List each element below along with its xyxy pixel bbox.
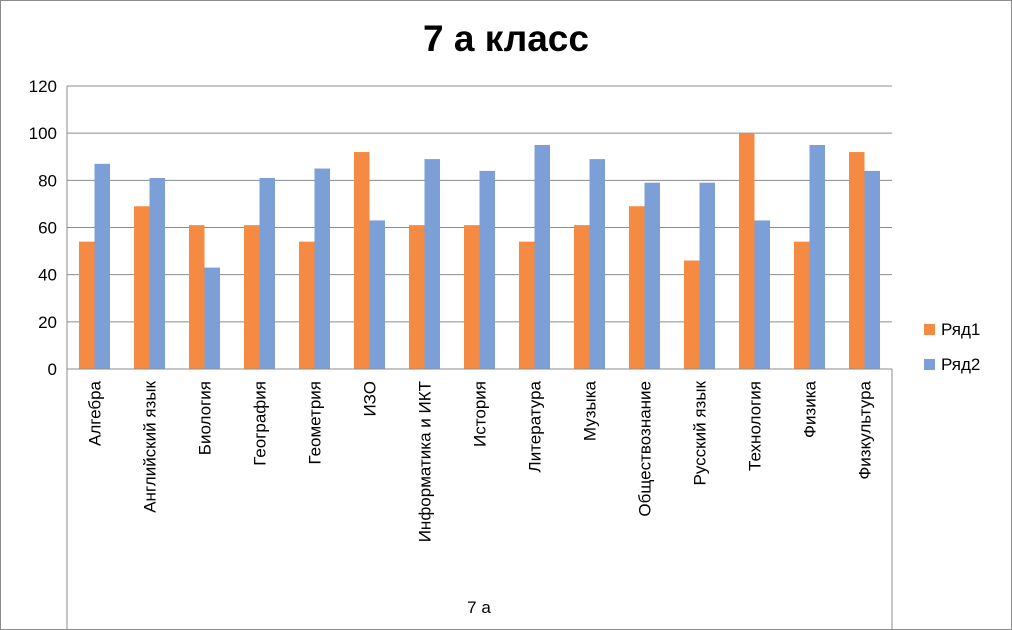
bar-series2 (754, 220, 770, 369)
category-label: Алгебра (86, 380, 105, 446)
category-label: Музыка (581, 380, 600, 441)
bar-series2 (644, 182, 660, 369)
bar-series2 (204, 267, 220, 369)
category-label: Физкультура (856, 380, 875, 479)
bar-series1 (409, 225, 425, 369)
legend-swatch (924, 359, 935, 370)
group-label: 7 а (467, 598, 491, 617)
bar-series1 (79, 241, 95, 369)
bar-series2 (259, 177, 275, 369)
y-tick-label: 80 (38, 171, 57, 190)
bar-series1 (299, 241, 315, 369)
bar-series2 (479, 170, 495, 369)
y-tick-label: 60 (38, 219, 57, 238)
bar-series1 (629, 206, 645, 369)
category-label: Геометрия (306, 381, 325, 465)
legend-swatch (924, 324, 935, 335)
chart-title: 7 а класс (423, 18, 589, 59)
bar-series1 (849, 152, 865, 369)
category-label: Информатика и ИКТ (416, 381, 435, 542)
bars-layer (79, 133, 880, 369)
bar-series1 (244, 225, 260, 369)
y-tick-label: 0 (48, 360, 57, 379)
category-label: География (251, 381, 270, 466)
legend: Ряд1 Ряд2 (924, 320, 980, 374)
category-label: Биология (196, 381, 215, 455)
bar-series1 (684, 260, 700, 369)
bar-series2 (369, 220, 385, 369)
bar-series1 (794, 241, 810, 369)
category-label: История (471, 381, 490, 447)
bar-series2 (149, 177, 165, 369)
category-label: Физика (801, 380, 820, 438)
bar-series1 (354, 152, 370, 369)
axis-layer (66, 86, 893, 630)
category-label: ИЗО (361, 381, 380, 417)
y-tick-label: 100 (29, 124, 57, 143)
labels-layer: 0 20 40 60 80 100 120 Алгебра Английский язык Био… (29, 77, 875, 542)
bar-series2 (589, 159, 605, 369)
category-label: Литература (526, 380, 545, 472)
bar-series2 (534, 144, 550, 369)
bar-series1 (464, 225, 480, 369)
legend-label: Ряд2 (941, 355, 980, 374)
bar-series1 (739, 133, 755, 369)
bar-series2 (809, 144, 825, 369)
legend-label: Ряд1 (941, 320, 980, 339)
bar-series1 (519, 241, 535, 369)
category-label: Обществознание (636, 381, 655, 517)
bar-series2 (699, 182, 715, 369)
bar-series2 (94, 163, 110, 369)
y-tick-label: 20 (38, 313, 57, 332)
bar-series2 (424, 159, 440, 369)
bar-series2 (864, 170, 880, 369)
y-tick-label: 120 (29, 77, 57, 96)
category-label: Английский язык (141, 380, 160, 512)
bar-series1 (574, 225, 590, 369)
category-label: Технология (746, 381, 765, 471)
bar-series2 (314, 168, 330, 369)
category-label: Русский язык (691, 380, 710, 485)
bar-series1 (189, 225, 205, 369)
y-tick-label: 40 (38, 266, 57, 285)
bar-series1 (134, 206, 150, 369)
